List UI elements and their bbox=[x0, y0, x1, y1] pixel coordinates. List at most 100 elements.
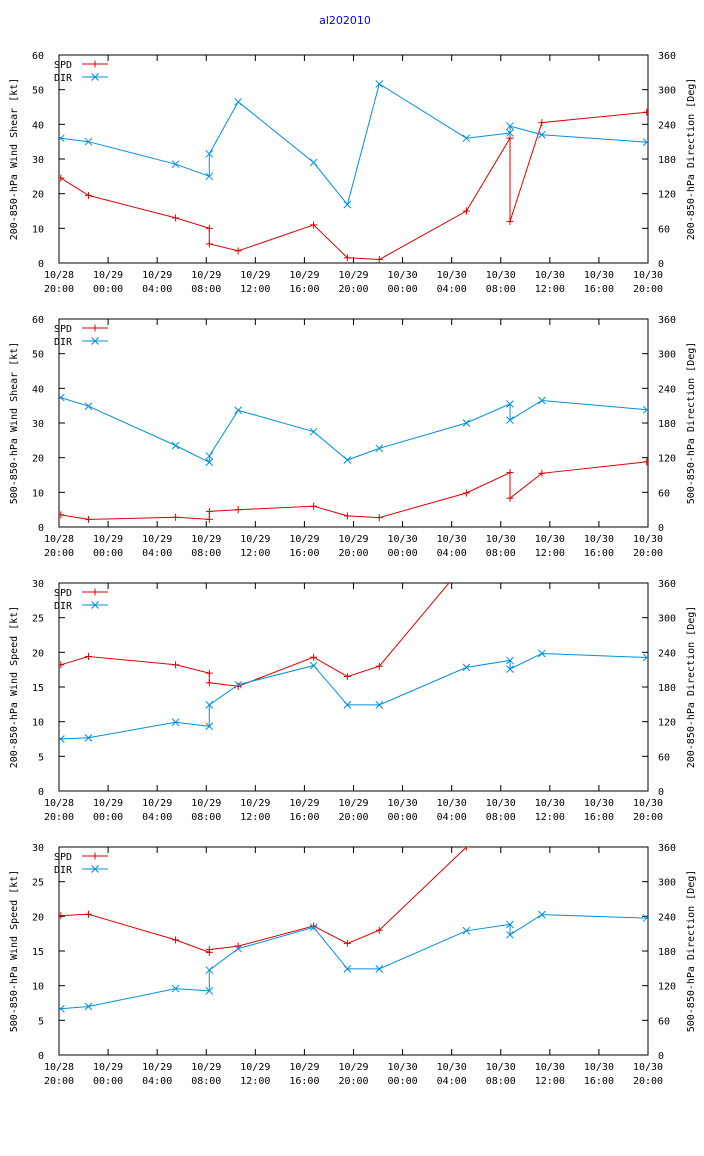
x-tick-label-time: 12:00 bbox=[535, 284, 565, 295]
data-point-dir bbox=[234, 944, 243, 953]
data-point-dir bbox=[343, 200, 352, 209]
cross-b bbox=[538, 649, 546, 658]
series-line-spd bbox=[60, 461, 647, 520]
cross-b bbox=[59, 1004, 65, 1012]
data-point-spd bbox=[462, 207, 470, 215]
x-tick-label-date: 10/30 bbox=[584, 798, 614, 809]
data-point-spd bbox=[538, 469, 546, 477]
y-left-tick-label: 20 bbox=[32, 190, 44, 201]
chart-panel-1: 0 10 20 30 40 50 60 0 60 120 180 240 300 360 10/28 20:0… bbox=[9, 51, 697, 295]
data-point-dir bbox=[205, 987, 214, 995]
x-tick-label-time: 08:00 bbox=[486, 812, 516, 823]
data-point-dir bbox=[205, 701, 214, 709]
x-tick-label-time: 20:00 bbox=[338, 548, 368, 559]
cross-b bbox=[171, 718, 180, 727]
data-point-spd bbox=[310, 922, 318, 930]
data-point-dir bbox=[642, 405, 648, 414]
y-left-tick-label: 25 bbox=[32, 614, 44, 625]
data-point-spd bbox=[538, 733, 545, 740]
data-point-dir bbox=[84, 1002, 93, 1011]
x-tick-label-date: 10/30 bbox=[486, 270, 516, 281]
data-point-spd bbox=[343, 512, 351, 520]
data-point-spd bbox=[205, 669, 213, 677]
data-point-spd bbox=[538, 427, 545, 434]
x-tick-label-time: 08:00 bbox=[191, 284, 221, 295]
cross-b bbox=[462, 419, 471, 427]
y-right-tick-label: 60 bbox=[658, 488, 670, 499]
data-point-spd bbox=[205, 224, 213, 232]
cross-b bbox=[506, 416, 514, 424]
series-line-dir bbox=[60, 914, 647, 1010]
x-tick-label-time: 20:00 bbox=[338, 1076, 368, 1087]
cross-b bbox=[375, 965, 384, 973]
x-tick-label-time: 04:00 bbox=[437, 548, 467, 559]
y-left-tick-label: 0 bbox=[38, 787, 44, 798]
x-tick-label-date: 10/30 bbox=[437, 270, 467, 281]
series-spd bbox=[59, 427, 545, 690]
cross-b bbox=[205, 701, 214, 709]
x-tick-label-date: 10/29 bbox=[289, 534, 319, 545]
data-point-dir bbox=[205, 149, 214, 158]
cross-b bbox=[59, 735, 65, 742]
legend-label-dir: DIR bbox=[54, 337, 73, 348]
x-tick-label-time: 20:00 bbox=[44, 1076, 74, 1087]
series-line-spd bbox=[60, 847, 467, 954]
x-tick-label-date: 10/29 bbox=[142, 1062, 172, 1073]
data-point-dir bbox=[375, 80, 384, 88]
data-point-dir bbox=[462, 663, 471, 672]
x-tick-label-time: 00:00 bbox=[388, 812, 418, 823]
x-tick-label-time: 00:00 bbox=[93, 548, 123, 559]
legend-label-spd: SPD bbox=[54, 852, 72, 863]
series-dir bbox=[59, 80, 648, 209]
series-dir bbox=[59, 910, 648, 1013]
data-point-spd bbox=[375, 662, 383, 670]
cross-b bbox=[375, 80, 384, 88]
x-tick-label-date: 10/28 bbox=[44, 1062, 74, 1073]
cross-b bbox=[309, 158, 318, 167]
x-tick-label-date: 10/29 bbox=[240, 1062, 270, 1073]
data-point-dir bbox=[84, 402, 93, 411]
chart-panel-4: 05101520253006012018024030036010/2820:00… bbox=[9, 733, 697, 1087]
y-right-tick-label: 240 bbox=[658, 120, 676, 131]
x-tick-label-time: 20:00 bbox=[44, 812, 74, 823]
data-point-spd bbox=[343, 939, 351, 947]
x-tick-label-time: 00:00 bbox=[388, 284, 418, 295]
x-tick-label-date: 10/30 bbox=[535, 1062, 565, 1073]
y-right-tick-label: 300 bbox=[658, 86, 676, 97]
x-tick-label-date: 10/30 bbox=[388, 534, 418, 545]
data-point-dir bbox=[506, 920, 514, 929]
cross-b bbox=[205, 172, 214, 181]
cross-b bbox=[205, 722, 214, 731]
y-right-tick-label: 360 bbox=[658, 579, 676, 590]
x-tick-label-time: 04:00 bbox=[142, 548, 172, 559]
y-left-tick-label: 40 bbox=[32, 384, 44, 395]
series-spd bbox=[59, 108, 648, 263]
x-tick-label-date: 10/29 bbox=[93, 270, 123, 281]
y-right-tick-label: 240 bbox=[658, 648, 676, 659]
cross-b bbox=[84, 402, 93, 411]
data-point-dir bbox=[462, 419, 471, 427]
data-point-dir bbox=[343, 965, 352, 973]
data-point-spd bbox=[59, 174, 65, 182]
y-right-tick-label: 180 bbox=[658, 683, 676, 694]
data-point-dir bbox=[506, 665, 514, 673]
data-point-dir bbox=[205, 458, 214, 467]
y-right-tick-label: 0 bbox=[658, 787, 664, 798]
legend-marker-spd bbox=[91, 588, 99, 596]
y-right-tick-label: 180 bbox=[658, 419, 676, 430]
cross-b bbox=[205, 458, 214, 467]
y-left-tick-label: 20 bbox=[32, 912, 44, 923]
x-tick-label-time: 12:00 bbox=[240, 812, 270, 823]
y-left-tick-label: 40 bbox=[32, 120, 44, 131]
data-point-dir bbox=[309, 661, 318, 670]
x-tick-label-time: 04:00 bbox=[437, 1076, 467, 1087]
data-point-spd bbox=[643, 458, 648, 466]
data-point-dir bbox=[205, 172, 214, 181]
cross-b bbox=[59, 134, 65, 141]
data-point-dir bbox=[538, 649, 546, 658]
data-point-dir bbox=[506, 129, 514, 137]
data-point-dir bbox=[462, 926, 471, 935]
cross-b bbox=[538, 130, 546, 139]
data-point-spd bbox=[172, 661, 180, 669]
legend-label-dir: DIR bbox=[54, 865, 73, 876]
